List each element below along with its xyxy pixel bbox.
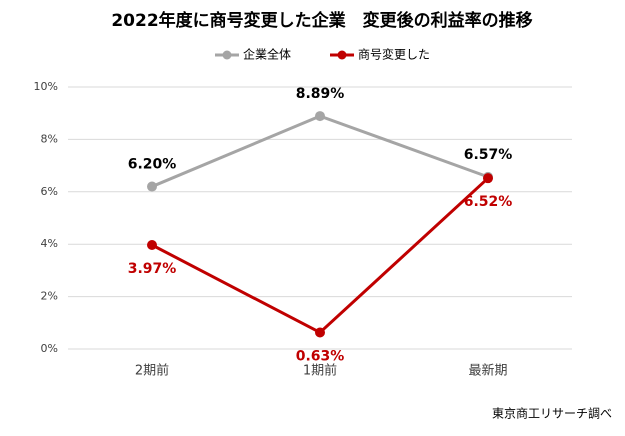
y-tick-label: 8%: [41, 132, 58, 145]
data-point: [483, 173, 493, 184]
legend-marker: [222, 50, 232, 60]
x-tick-label: 最新期: [468, 363, 507, 379]
legend-marker: [337, 50, 347, 60]
y-tick-label: 0%: [41, 342, 58, 355]
data-label: 6.52%: [464, 194, 513, 210]
x-tick-label: 2期前: [135, 363, 169, 379]
data-point: [147, 239, 157, 250]
legend-label: 企業全体: [243, 47, 291, 62]
data-point: [147, 181, 157, 192]
data-label: 8.89%: [296, 86, 345, 102]
series-line: [151, 177, 490, 335]
data-label: 6.20%: [128, 157, 177, 173]
data-point: [315, 327, 325, 338]
data-label: 3.97%: [128, 261, 177, 277]
source-note: 東京商工リサーチ調べ: [492, 406, 612, 421]
legend-label: 商号変更した: [358, 47, 430, 62]
data-label: 0.63%: [296, 348, 345, 364]
y-tick-label: 10%: [34, 80, 58, 93]
data-point: [315, 111, 325, 122]
series-line: [151, 114, 489, 188]
chart-title: 2022年度に商号変更した企業 変更後の利益率の推移: [111, 10, 532, 31]
data-label: 6.57%: [464, 147, 513, 163]
x-tick-label: 1期前: [303, 363, 337, 379]
y-tick-label: 6%: [41, 185, 58, 198]
y-tick-label: 2%: [41, 290, 58, 303]
y-tick-label: 4%: [41, 237, 58, 250]
